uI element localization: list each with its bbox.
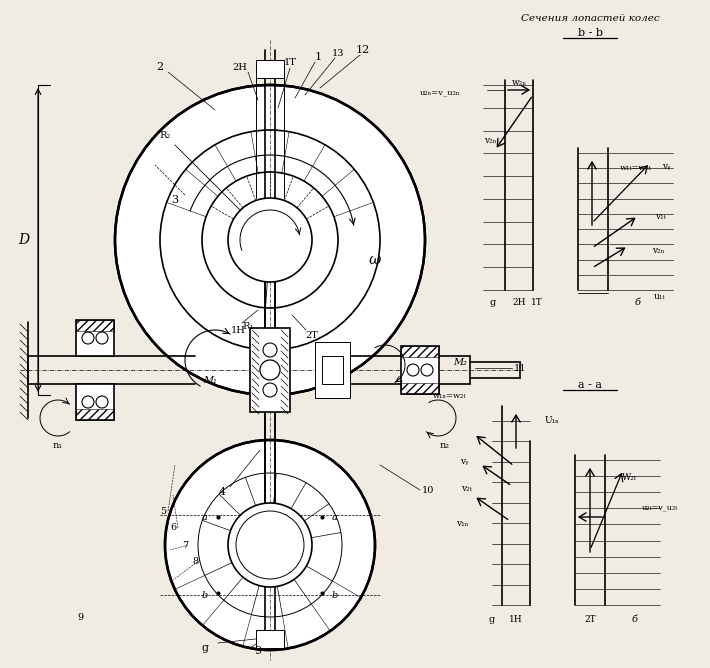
Text: v₂ₜ: v₂ₜ bbox=[462, 484, 472, 492]
Text: 11: 11 bbox=[514, 363, 526, 373]
Text: u₁ₜ: u₁ₜ bbox=[654, 291, 666, 301]
Text: R₂: R₂ bbox=[160, 130, 170, 140]
Text: u₂ₜ=v_u₂ₜ: u₂ₜ=v_u₂ₜ bbox=[642, 503, 678, 511]
Bar bbox=[315, 342, 350, 398]
Text: 1: 1 bbox=[315, 52, 322, 62]
Circle shape bbox=[263, 383, 277, 397]
Text: 2: 2 bbox=[156, 62, 163, 72]
Text: M₂: M₂ bbox=[453, 357, 467, 367]
Text: 2H: 2H bbox=[512, 297, 525, 307]
Text: 1H: 1H bbox=[509, 615, 523, 623]
Text: w₁ₙ=w₂ₜ: w₁ₙ=w₂ₜ bbox=[433, 392, 466, 400]
Circle shape bbox=[115, 85, 425, 395]
Text: v₁ₜ: v₁ₜ bbox=[655, 212, 665, 220]
Bar bbox=[256, 630, 284, 648]
Text: R₁: R₁ bbox=[242, 321, 253, 331]
Text: w₂ₙ: w₂ₙ bbox=[511, 77, 527, 86]
Text: 10: 10 bbox=[422, 486, 435, 494]
Text: 12: 12 bbox=[356, 45, 370, 55]
Text: 3: 3 bbox=[171, 195, 178, 205]
Text: n₂: n₂ bbox=[440, 440, 450, 450]
Circle shape bbox=[260, 360, 280, 380]
Text: 4: 4 bbox=[219, 487, 226, 497]
Text: 1T: 1T bbox=[531, 297, 543, 307]
Text: 13: 13 bbox=[332, 49, 344, 57]
Circle shape bbox=[165, 440, 375, 650]
Text: D: D bbox=[18, 233, 30, 247]
Bar bbox=[401, 346, 439, 394]
Bar bbox=[256, 60, 284, 78]
Circle shape bbox=[82, 332, 94, 344]
Text: w₁ₜ=w₂ₜ: w₁ₜ=w₂ₜ bbox=[620, 164, 652, 172]
Circle shape bbox=[96, 396, 108, 408]
Text: 2H: 2H bbox=[233, 63, 248, 71]
Circle shape bbox=[228, 503, 312, 587]
Text: a: a bbox=[202, 512, 208, 522]
Circle shape bbox=[263, 343, 277, 357]
Bar bbox=[401, 383, 439, 394]
Text: 6: 6 bbox=[170, 524, 176, 532]
Text: U₁ₙ: U₁ₙ bbox=[545, 415, 559, 424]
Circle shape bbox=[228, 198, 312, 282]
Text: 9: 9 bbox=[254, 646, 261, 656]
Text: g: g bbox=[490, 297, 496, 307]
Text: u₂ₙ=v_u₂ₙ: u₂ₙ=v_u₂ₙ bbox=[420, 88, 460, 96]
Bar bbox=[76, 320, 114, 331]
Text: vᵧ: vᵧ bbox=[662, 162, 670, 170]
Text: а - а: а - а bbox=[578, 380, 602, 390]
Text: g: g bbox=[202, 643, 209, 653]
Text: 2T: 2T bbox=[305, 331, 319, 339]
Text: b: b bbox=[332, 591, 338, 599]
Text: v₂ₙ: v₂ₙ bbox=[484, 136, 497, 144]
Text: n₁: n₁ bbox=[53, 440, 63, 450]
Text: б: б bbox=[632, 615, 638, 623]
Text: a: a bbox=[332, 512, 338, 522]
Text: 9: 9 bbox=[77, 613, 83, 623]
Circle shape bbox=[421, 364, 433, 376]
Bar bbox=[76, 384, 114, 420]
Text: 1T: 1T bbox=[283, 57, 297, 67]
Text: 7: 7 bbox=[182, 540, 188, 550]
Bar bbox=[250, 328, 290, 412]
Text: W₂ₜ: W₂ₜ bbox=[623, 472, 638, 482]
Bar bbox=[322, 356, 343, 384]
Text: 5: 5 bbox=[160, 506, 166, 516]
Text: vᵧ: vᵧ bbox=[460, 456, 469, 466]
Circle shape bbox=[96, 332, 108, 344]
Bar bbox=[401, 346, 439, 357]
Text: b - b: b - b bbox=[577, 28, 603, 38]
Text: g: g bbox=[489, 615, 495, 623]
Text: b: b bbox=[202, 591, 208, 599]
Circle shape bbox=[82, 396, 94, 408]
Text: M₁: M₁ bbox=[203, 375, 217, 385]
Circle shape bbox=[407, 364, 419, 376]
Bar bbox=[76, 409, 114, 420]
Text: v₁ₙ: v₁ₙ bbox=[456, 520, 468, 528]
Text: v₂ₙ: v₂ₙ bbox=[652, 246, 665, 255]
Text: 8: 8 bbox=[192, 558, 198, 566]
Bar bbox=[76, 320, 114, 356]
Text: б: б bbox=[635, 297, 641, 307]
Text: 2T: 2T bbox=[584, 615, 596, 623]
Text: Сечения лопастей колес: Сечения лопастей колес bbox=[520, 13, 660, 23]
Text: ω: ω bbox=[368, 253, 381, 267]
Text: 1H: 1H bbox=[231, 325, 246, 335]
